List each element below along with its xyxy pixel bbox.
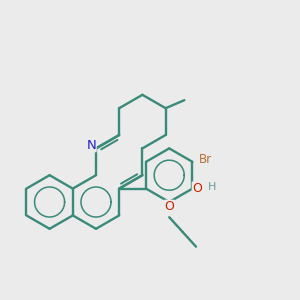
Text: H: H (208, 182, 216, 192)
Text: N: N (86, 139, 96, 152)
Text: Br: Br (198, 153, 212, 166)
Text: O: O (164, 200, 174, 213)
Text: O: O (192, 182, 202, 195)
